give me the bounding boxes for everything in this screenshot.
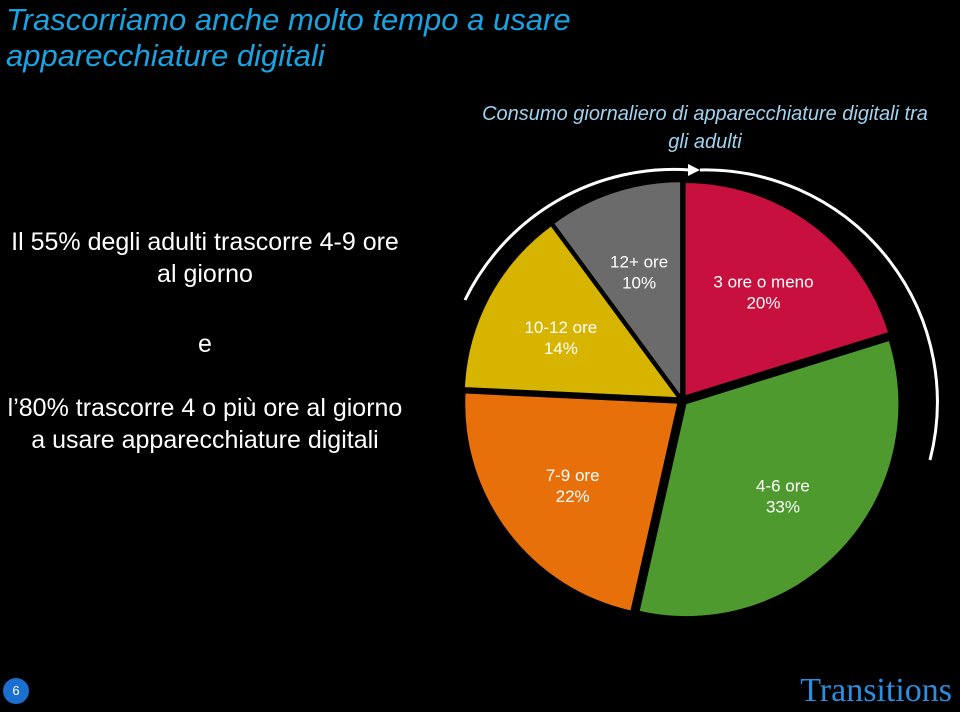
chart-title: Consumo giornaliero di apparecchiature d… [482,103,928,153]
slice-category: 7-9 ore [546,466,600,485]
pie-slice [554,182,681,395]
pie-slice [464,226,677,398]
slice-category: 10-12 ore [524,318,597,337]
slice-label: 7-9 ore 22% [546,466,600,506]
slice-label: 4-6 ore 33% [756,476,810,516]
connector: e [198,330,212,358]
statement: Il 55% degli adulti trascorre 4-9 ore al… [11,228,399,288]
slice-value: 10% [622,273,656,292]
slice-category: 3 ore o meno [713,272,813,291]
slice-label: 12+ ore 10% [610,252,668,292]
slide-title: Trascorriamo anche molto tempo a usare a… [6,2,571,73]
decor-arc [463,167,691,301]
page-number: 6 [3,678,29,704]
slice-value: 33% [766,497,800,516]
decor-arc [699,168,939,461]
pie-slice [639,341,899,617]
slice-category: 12+ ore [610,252,668,271]
statement: l’80% trascorre 4 o più ore al giorno a … [7,394,403,454]
logo: Transitions [800,672,952,709]
slice-value: 20% [746,293,780,312]
slice-label: 10-12 ore 14% [524,318,597,358]
slice-category: 4-6 ore [756,476,810,495]
pie-slice [685,183,888,396]
pie-slice [465,393,678,611]
slice-label: 3 ore o meno 20% [713,272,813,312]
decor-arrow [688,164,700,176]
slice-value: 14% [544,339,578,358]
slice-value: 22% [556,487,590,506]
